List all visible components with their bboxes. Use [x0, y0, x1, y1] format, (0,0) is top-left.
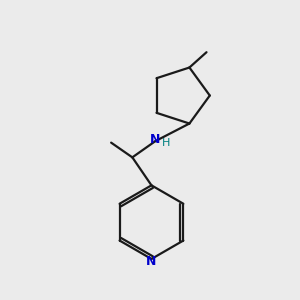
Text: N: N — [146, 255, 157, 268]
Text: H: H — [162, 138, 171, 148]
Text: N: N — [150, 133, 160, 146]
